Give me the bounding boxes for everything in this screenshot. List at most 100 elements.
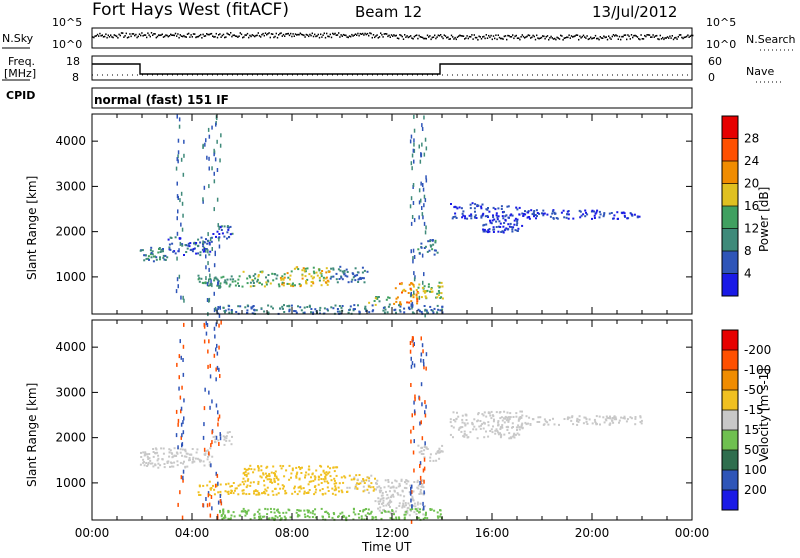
velocity-cell (274, 487, 277, 490)
nsky-point (311, 32, 313, 35)
nsky-point (382, 36, 384, 38)
nsky-point (356, 34, 358, 36)
velocity-colorbar-swatch (722, 370, 738, 391)
nsky-point (674, 37, 676, 39)
velocity-cell (381, 511, 383, 514)
nsky-point (113, 34, 115, 36)
velocity-cell (203, 406, 206, 411)
velocity-cell (424, 400, 426, 405)
nsky-point (306, 34, 309, 36)
velocity-cell (439, 515, 441, 518)
velocity-cell (463, 422, 466, 425)
velocity-cell (216, 473, 219, 478)
nsky-point (202, 33, 204, 36)
power-cell (220, 225, 223, 228)
velocity-cell (359, 482, 362, 485)
velocity-cell (459, 426, 462, 429)
velocity-cell (369, 486, 372, 489)
power-cell (222, 306, 225, 309)
nsky-point (203, 35, 205, 37)
velocity-cell (253, 490, 256, 493)
velocity-cell (211, 430, 213, 435)
velocity-cell (145, 453, 148, 456)
velocity-cell (583, 416, 586, 419)
velocity-cell (494, 429, 497, 432)
power-cell (542, 212, 545, 215)
power-cell (211, 283, 213, 288)
velocity-cell (148, 457, 151, 460)
power-cell (139, 249, 142, 252)
power-cell (524, 210, 526, 213)
velocity-cell (268, 478, 271, 481)
velocity-cell (414, 505, 417, 508)
velocity-cell (312, 510, 315, 513)
velocity-cell (183, 455, 186, 458)
velocity-cell (199, 460, 202, 463)
power-cell (183, 254, 185, 256)
power-cell (313, 276, 315, 279)
velocity-cell (270, 511, 273, 514)
nsky-point (278, 34, 280, 36)
power-cell (521, 224, 524, 227)
velocity-cell (142, 458, 145, 461)
velocity-cell (295, 473, 298, 476)
velocity-cell (546, 421, 549, 424)
nsky-point (466, 35, 468, 37)
power-cell (613, 214, 616, 217)
nsky-point (447, 36, 449, 38)
power-cell (282, 282, 285, 285)
velocity-cell (217, 481, 219, 486)
velocity-cell (272, 465, 275, 468)
velocity-cell (519, 410, 522, 413)
velocity-cell (419, 421, 421, 426)
nsky-point (617, 38, 619, 40)
nsky-point (640, 34, 642, 36)
velocity-cell (155, 448, 158, 451)
nsky-point (635, 35, 637, 37)
power-cell (246, 304, 249, 307)
velocity-cell (378, 485, 381, 488)
velocity-cell (614, 416, 617, 419)
velocity-cell (202, 460, 205, 463)
nsky-point (148, 34, 150, 36)
nsky-point (444, 35, 447, 37)
nsky-point (196, 36, 198, 38)
velocity-cell (308, 489, 311, 491)
power-cell (584, 215, 587, 218)
velocity-cell (471, 421, 474, 424)
power-cell (549, 215, 552, 218)
power-cell (515, 224, 518, 227)
power-cell (207, 240, 210, 243)
power-cell (406, 301, 409, 304)
power-cell (492, 206, 495, 209)
velocity-cell (422, 501, 424, 506)
velocity-cell (435, 452, 438, 455)
nsky-point (628, 35, 630, 38)
power-cell (401, 289, 404, 292)
velocity-cell (171, 452, 174, 455)
velocity-cell (269, 481, 272, 483)
power-cell (357, 304, 359, 307)
power-cell (420, 296, 423, 299)
nsky-point (189, 36, 191, 38)
velocity-cell (178, 386, 180, 391)
power-cell (227, 308, 230, 311)
power-cell (533, 210, 536, 212)
velocity-cell (415, 508, 418, 511)
velocity-cell (256, 490, 259, 493)
velocity-cell (176, 464, 179, 467)
power-cell (382, 306, 385, 309)
velocity-cell (230, 492, 232, 494)
velocity-cell (401, 490, 404, 493)
velocity-cell (353, 508, 355, 511)
power-cell (324, 277, 327, 280)
power-cell (215, 235, 217, 238)
nsky-point (662, 36, 664, 39)
power-cell (567, 217, 570, 220)
power-cell (263, 310, 266, 313)
power-ytick-label: 1000 (55, 270, 86, 284)
velocity-cell (215, 485, 218, 488)
power-cell (306, 306, 309, 308)
nsky-point (530, 37, 532, 39)
velocity-cell (311, 516, 314, 518)
